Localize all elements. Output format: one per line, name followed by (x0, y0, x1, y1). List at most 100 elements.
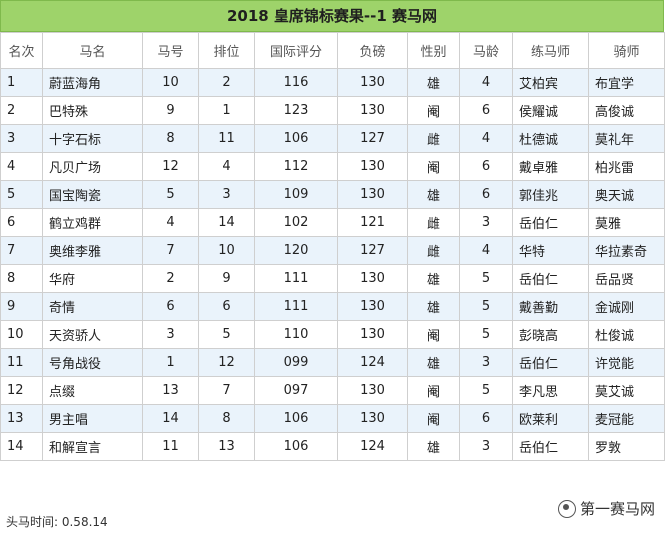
cell-weight: 121 (337, 208, 408, 237)
cell-sex: 雌 (407, 124, 460, 153)
cell-rank: 10 (0, 320, 43, 349)
cell-draw: 2 (198, 68, 255, 97)
cell-rank: 9 (0, 292, 43, 321)
cell-trainer: 岳伯仁 (512, 432, 589, 461)
cell-draw: 13 (198, 432, 255, 461)
cell-horse-name: 巴特殊 (42, 96, 143, 125)
cell-horse-no: 1 (142, 348, 199, 377)
cell-jockey: 罗敦 (588, 432, 665, 461)
col-age-header: 马龄 (459, 32, 513, 69)
cell-draw: 12 (198, 348, 255, 377)
cell-age: 6 (459, 404, 513, 433)
table-body: 1 蔚蓝海角 10 2 116 130 雄 4 艾柏宾 布宜学 2 巴特殊 9 1 123 130 阉 6 侯耀诚高… (0, 68, 665, 461)
cell-rank: 7 (0, 236, 43, 265)
cell-weight: 130 (337, 404, 408, 433)
cell-rating: 106 (254, 124, 338, 153)
cell-horse-name: 蔚蓝海角 (42, 68, 143, 97)
cell-horse-no: 14 (142, 404, 199, 433)
cell-sex: 雄 (407, 348, 460, 377)
cell-horse-no: 2 (142, 264, 199, 293)
cell-rating: 109 (254, 180, 338, 209)
cell-rank: 3 (0, 124, 43, 153)
wechat-logo-icon (557, 499, 576, 518)
header-row: 名次 马名 马号 排位 国际评分 负磅 性别 马龄 练马师 骑师 (0, 32, 665, 69)
table-row: 1 蔚蓝海角 10 2 116 130 雄 4 艾柏宾 布宜学 (0, 68, 665, 97)
cell-sex: 雌 (407, 236, 460, 265)
cell-trainer: 岳伯仁 (512, 264, 589, 293)
cell-trainer: 华特 (512, 236, 589, 265)
cell-sex: 雄 (407, 68, 460, 97)
cell-rank: 1 (0, 68, 43, 97)
watermark-text: 第一赛马网 (579, 500, 655, 518)
cell-horse-name: 华府 (42, 264, 143, 293)
cell-horse-name: 奥维李雅 (42, 236, 143, 265)
table-row: 13 男主唱 14 8 106 130 阉 6 欧莱利 麦冠能 (0, 404, 665, 433)
cell-horse-no: 8 (142, 124, 199, 153)
cell-trainer: 岳伯仁 (512, 348, 589, 377)
cell-horse-name: 奇情 (42, 292, 143, 321)
cell-weight: 127 (337, 124, 408, 153)
cell-weight: 130 (337, 96, 408, 125)
col-rank-header: 名次 (0, 32, 43, 69)
cell-horse-no: 11 (142, 432, 199, 461)
cell-age: 5 (459, 376, 513, 405)
col-trainer-header: 练马师 (512, 32, 589, 69)
cell-jockey: 布宜学 (588, 68, 665, 97)
cell-jockey: 岳品贤 (588, 264, 665, 293)
cell-horse-name: 男主唱 (42, 404, 143, 433)
cell-age: 3 (459, 348, 513, 377)
cell-age: 5 (459, 292, 513, 321)
table-row: 8 华府 2 9 111 130 雄 5 岳伯仁 岳品贤 (0, 264, 665, 293)
cell-jockey: 麦冠能 (588, 404, 665, 433)
cell-rank: 2 (0, 96, 43, 125)
cell-age: 3 (459, 432, 513, 461)
cell-trainer: 欧莱利 (512, 404, 589, 433)
cell-sex: 雄 (407, 292, 460, 321)
cell-horse-name: 号角战役 (42, 348, 143, 377)
cell-rating: 102 (254, 208, 338, 237)
cell-sex: 阉 (407, 320, 460, 349)
cell-trainer: 戴善勤 (512, 292, 589, 321)
cell-rank: 5 (0, 180, 43, 209)
cell-weight: 124 (337, 432, 408, 461)
cell-sex: 阉 (407, 376, 460, 405)
cell-rating: 097 (254, 376, 338, 405)
col-draw-header: 排位 (198, 32, 255, 69)
cell-weight: 124 (337, 348, 408, 377)
cell-jockey: 莫雅 (588, 208, 665, 237)
cell-sex: 雄 (407, 264, 460, 293)
cell-rating: 099 (254, 348, 338, 377)
cell-rating: 106 (254, 404, 338, 433)
cell-trainer: 李凡思 (512, 376, 589, 405)
col-rating-header: 国际评分 (254, 32, 338, 69)
cell-age: 5 (459, 320, 513, 349)
cell-age: 6 (459, 180, 513, 209)
col-horse-name-header: 马名 (42, 32, 143, 69)
table-row: 14 和解宣言 11 13 106 124 雄 3 岳伯仁 罗敦 (0, 432, 665, 461)
cell-horse-no: 3 (142, 320, 199, 349)
col-weight-header: 负磅 (337, 32, 408, 69)
cell-horse-name: 点缀 (42, 376, 143, 405)
cell-jockey: 柏兆雷 (588, 152, 665, 181)
col-sex-header: 性别 (407, 32, 460, 69)
cell-age: 4 (459, 236, 513, 265)
cell-rank: 4 (0, 152, 43, 181)
cell-rank: 8 (0, 264, 43, 293)
cell-sex: 阉 (407, 96, 460, 125)
cell-rating: 111 (254, 292, 338, 321)
cell-trainer: 郭佳兆 (512, 180, 589, 209)
cell-draw: 1 (198, 96, 255, 125)
cell-horse-name: 鹤立鸡群 (42, 208, 143, 237)
table-title: 2018 皇席锦标赛果--1 赛马网 (0, 0, 664, 32)
col-horse-no-header: 马号 (142, 32, 199, 69)
cell-rating: 111 (254, 264, 338, 293)
cell-rating: 123 (254, 96, 338, 125)
cell-rating: 106 (254, 432, 338, 461)
cell-trainer: 岳伯仁 (512, 208, 589, 237)
table-row: 12 点缀 13 7 097 130 阉 5 李凡思 莫艾诚 (0, 376, 665, 405)
table-row: 7 奥维李雅 7 10 120 127 雌 4 华特 华拉素奇 (0, 236, 665, 265)
table-row: 2 巴特殊 9 1 123 130 阉 6 侯耀诚 高俊诚 (0, 96, 665, 125)
cell-horse-no: 13 (142, 376, 199, 405)
cell-jockey: 金诚刚 (588, 292, 665, 321)
cell-sex: 阉 (407, 152, 460, 181)
